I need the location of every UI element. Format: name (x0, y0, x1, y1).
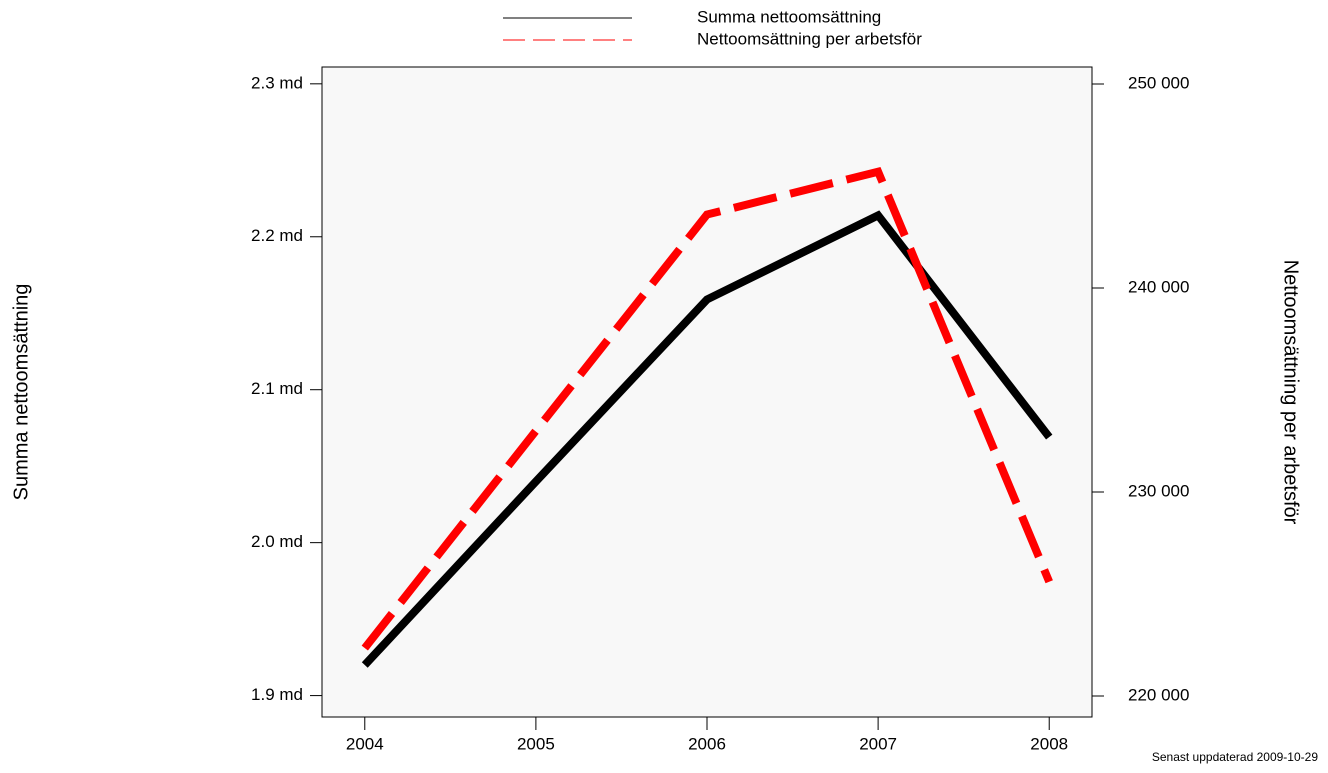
x-tick-label: 2008 (1030, 734, 1068, 753)
y2-tick-label: 230 000 (1128, 481, 1189, 500)
y2-tick-label: 250 000 (1128, 73, 1189, 92)
y2-tick-label: 240 000 (1128, 277, 1189, 296)
footnote: Senast uppdaterad 2009-10-29 (1152, 750, 1318, 764)
y-tick-label: 1.9 md (251, 685, 303, 704)
legend-label: Nettoomsättning per arbetsför (697, 29, 922, 48)
y2-axis-title: Nettoomsättning per arbetsför (1280, 260, 1302, 525)
x-tick-label: 2005 (517, 734, 555, 753)
series-line (361, 167, 1053, 651)
x-tick-label: 2007 (859, 734, 897, 753)
y2-tick-label: 220 000 (1128, 685, 1189, 704)
y-tick-label: 2.2 md (251, 226, 303, 245)
x-tick-label: 2004 (346, 734, 384, 753)
y-tick-label: 2.3 md (251, 73, 303, 92)
plot-area (321, 66, 1093, 718)
y-axis-title: Summa nettoomsättning (10, 284, 32, 501)
y-tick-label: 2.0 md (251, 532, 303, 551)
legend-label: Summa nettoomsättning (697, 7, 881, 26)
x-tick-label: 2006 (688, 734, 726, 753)
y-tick-label: 2.1 md (251, 379, 303, 398)
series-line (361, 210, 1053, 668)
